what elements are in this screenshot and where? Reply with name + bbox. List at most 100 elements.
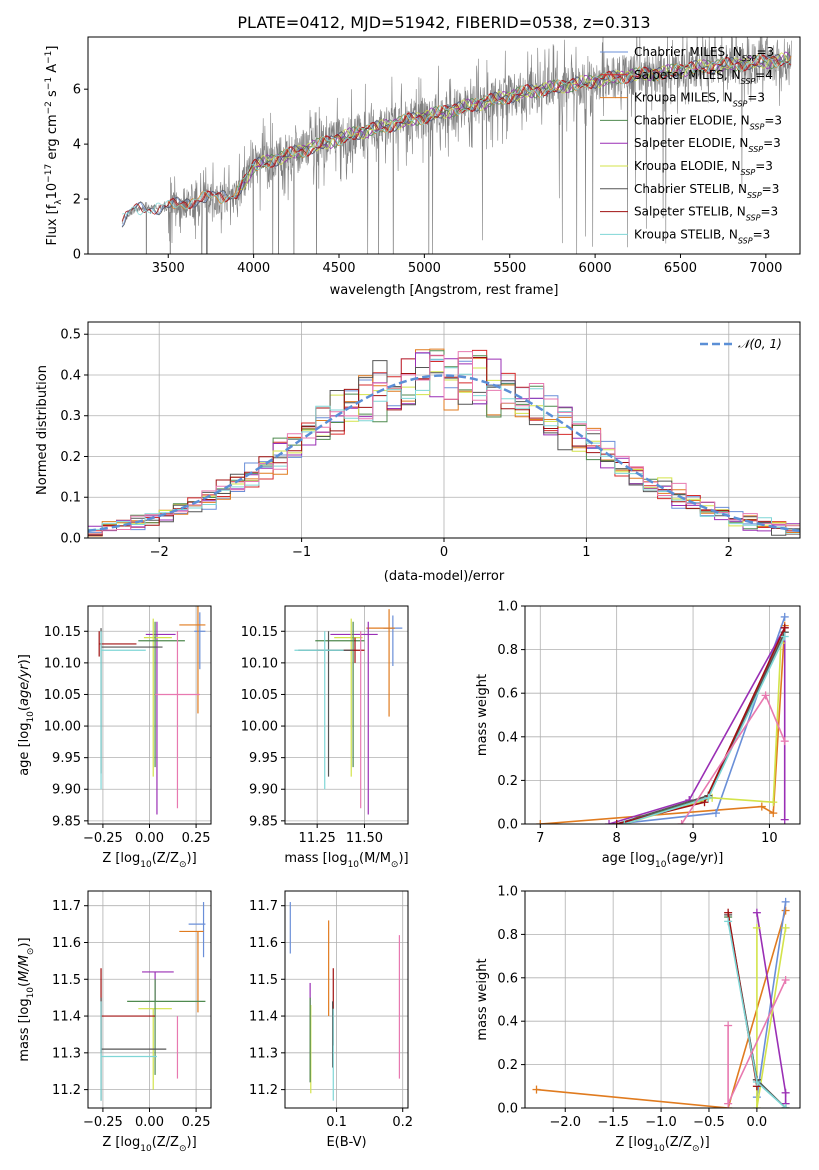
x-axis-label: age [log10(age/yr)] (602, 851, 724, 870)
legend-entry: Kroupa MILES, NSSP=3 (634, 91, 765, 109)
y-tick-label: 0.4 (497, 730, 518, 745)
panel-weight_vs_age: 7 8 9 10 0.0 0.2 0.4 0.6 0.8 1.0 age [log10(age/yr… (475, 600, 801, 870)
x-tick-label: 0.0 (747, 1115, 768, 1130)
x-axis-label: Z [log10(Z/Z⊙)] (102, 851, 196, 870)
hist-step-pink (88, 351, 800, 535)
x-tick-label: −1.0 (645, 1115, 677, 1130)
x-tick-label: 0.00 (135, 1115, 164, 1130)
y-tick-label: 0.0 (497, 818, 518, 833)
plot-area (536, 612, 789, 824)
y-tick-label: 11.5 (249, 973, 278, 988)
legend-entry: Chabrier ELODIE, NSSP=3 (634, 113, 782, 130)
x-tick-label: 5500 (493, 261, 526, 276)
x-tick-label: 6000 (579, 261, 612, 276)
x-tick-label: −1 (292, 545, 311, 560)
x-axis-label: (data-model)/error (384, 569, 505, 584)
y-tick-label: 0.2 (497, 774, 518, 789)
y-tick-label: 10.10 (44, 656, 81, 671)
y-axis-label: mass weight (475, 674, 490, 756)
y-tick-label: 9.90 (249, 783, 278, 798)
x-tick-label: 10 (761, 831, 778, 846)
legend-entry: Chabrier MILES, NSSP=3 (634, 45, 774, 63)
x-tick-label: −0.25 (83, 831, 123, 846)
y-axis-label: mass weight (475, 958, 490, 1040)
y-tick-label: 9.95 (249, 751, 278, 766)
plot-area (289, 902, 401, 1101)
plot-area (121, 37, 792, 254)
y-tick-label: 11.3 (249, 1046, 278, 1061)
axes-frame (87, 890, 212, 1109)
y-tick-label: 6 (73, 83, 81, 98)
x-tick-label: 0 (440, 545, 448, 560)
y-tick-label: 9.85 (52, 814, 81, 829)
y-tick-label: 0.2 (497, 1058, 518, 1073)
axes-frame (524, 890, 801, 1109)
panel-residuals: −2 −1 0 1 2 0.0 0.1 0.2 0.3 0.4 0.5 𝒩(0, 1) (data-mo… (35, 321, 801, 584)
y-tick-label: 11.7 (249, 899, 278, 914)
legend-entry: Chabrier STELIB, NSSP=3 (634, 182, 779, 200)
y-tick-label: 0.6 (497, 687, 518, 702)
x-tick-label: 7000 (749, 261, 782, 276)
gaussian-curve (88, 374, 800, 533)
x-tick-label: 0.25 (182, 1115, 211, 1130)
x-axis-label: mass [log10(M/M⊙)] (284, 851, 408, 870)
weight-line-kroupa_elodie (756, 927, 787, 1108)
plot-area (294, 609, 403, 815)
y-tick-label: 11.4 (52, 1010, 81, 1025)
x-tick-label: 7 (536, 831, 544, 846)
x-tick-label: 9 (689, 831, 697, 846)
legend-entry: Salpeter STELIB, NSSP=3 (634, 205, 778, 223)
x-axis-label: wavelength [Angstrom, rest frame] (330, 283, 559, 298)
plot-area (88, 348, 800, 537)
y-tick-label: 4 (73, 138, 81, 153)
y-axis-label: Normed distribution (35, 365, 50, 495)
y-tick-label: 0.2 (60, 450, 81, 465)
y-axis-label: mass [log10(M/M⊙)] (17, 937, 36, 1061)
y-tick-label: 10.00 (241, 720, 278, 735)
y-axis-label: age [log10(age/yr)] (17, 654, 36, 776)
axes-frame (524, 605, 801, 825)
y-tick-label: 11.4 (249, 1010, 278, 1025)
legend-entry: Kroupa ELODIE, NSSP=3 (634, 159, 773, 177)
x-tick-label: −2 (150, 545, 169, 560)
y-tick-label: 11.2 (52, 1083, 81, 1098)
model-line-kroupa_stelib (121, 54, 791, 216)
y-tick-label: 11.5 (52, 973, 81, 988)
x-tick-label: 5000 (408, 261, 441, 276)
y-tick-label: 0.8 (497, 928, 518, 943)
x-axis-label: Z [log10(Z/Z⊙)] (615, 1135, 709, 1154)
y-tick-label: 0.0 (497, 1102, 518, 1117)
x-axis-label: E(B-V) (326, 1135, 366, 1150)
x-axis-label: Z [log10(Z/Z⊙)] (102, 1135, 196, 1154)
x-tick-label: 0.25 (182, 831, 211, 846)
legend-entry: Salpeter MILES, NSSP=4 (634, 68, 773, 86)
legend: Chabrier MILES, NSSP=3 Salpeter MILES, NS… (600, 45, 782, 245)
y-tick-label: 0.8 (497, 643, 518, 658)
y-tick-label: 1.0 (497, 885, 518, 900)
y-tick-label: 10.15 (44, 625, 81, 640)
x-tick-label: 4000 (237, 261, 270, 276)
axes-frame (87, 605, 212, 825)
hist-step-kroupa_miles (88, 348, 800, 537)
y-tick-label: 0.4 (60, 368, 81, 383)
x-tick-label: 0.1 (326, 1115, 347, 1130)
x-tick-label: 0.00 (135, 831, 164, 846)
weight-line-salpeter_elodie (756, 912, 787, 1104)
y-tick-label: 0.5 (60, 328, 81, 343)
axes-frame (87, 321, 801, 539)
x-tick-label: 8 (613, 831, 621, 846)
y-axis-label: Flux [fλ10−17 erg cm−2 s−1 A−1] (44, 46, 64, 246)
y-tick-label: 0 (73, 248, 81, 263)
y-tick-label: 9.95 (52, 751, 81, 766)
y-tick-label: 10.15 (241, 625, 278, 640)
plot-area (532, 897, 790, 1108)
y-tick-label: 11.7 (52, 899, 81, 914)
y-tick-label: 0.4 (497, 1015, 518, 1030)
x-tick-label: 2 (725, 545, 733, 560)
x-tick-label: −0.25 (83, 1115, 123, 1130)
x-tick-label: 1 (582, 545, 590, 560)
axes-frame (284, 605, 409, 825)
legend-entry: Kroupa STELIB, NSSP=3 (634, 227, 770, 245)
y-tick-label: 0.3 (60, 409, 81, 424)
plot-area (98, 606, 206, 815)
